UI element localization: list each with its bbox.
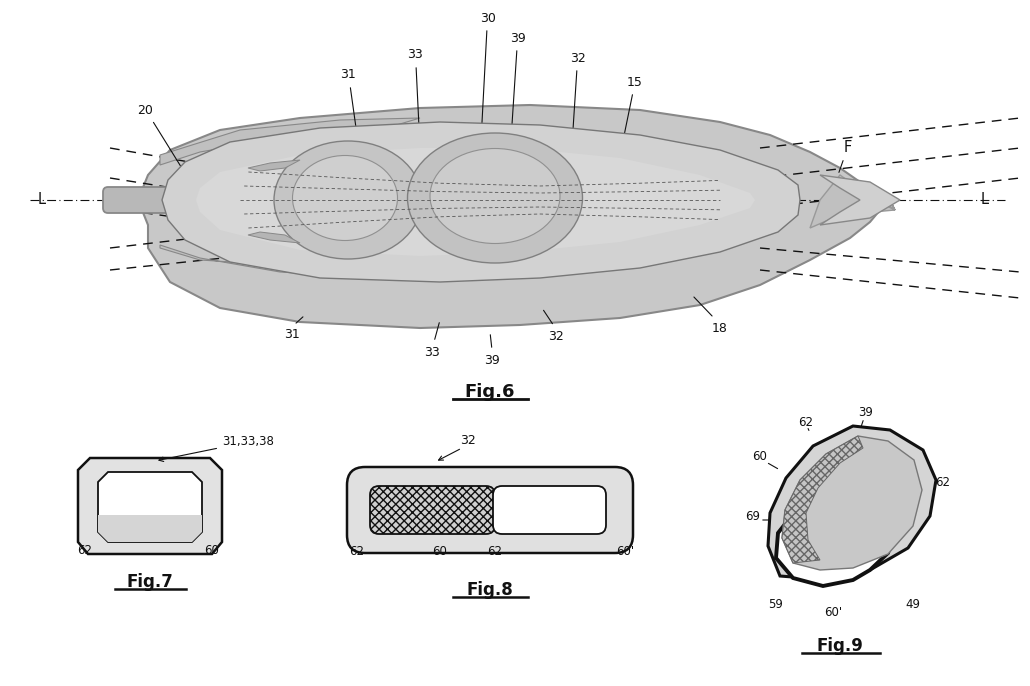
Text: 39: 39 <box>859 406 873 419</box>
Text: L: L <box>981 193 989 207</box>
Polygon shape <box>162 122 800 282</box>
Text: Fig.7: Fig.7 <box>127 573 173 591</box>
Text: 18: 18 <box>712 322 728 335</box>
Text: Fig.8: Fig.8 <box>467 581 513 599</box>
Text: 62: 62 <box>935 476 951 489</box>
Text: 62: 62 <box>487 545 503 558</box>
Text: 15: 15 <box>627 75 643 88</box>
Text: L: L <box>38 193 46 207</box>
Ellipse shape <box>293 156 398 241</box>
Text: 30: 30 <box>480 12 495 25</box>
Text: 60': 60' <box>824 606 843 619</box>
Text: 33: 33 <box>424 346 440 359</box>
Polygon shape <box>78 458 222 554</box>
Text: 39: 39 <box>510 32 526 45</box>
Text: 32: 32 <box>571 51 586 64</box>
Polygon shape <box>776 490 896 586</box>
Ellipse shape <box>408 133 583 263</box>
Text: F: F <box>844 141 852 156</box>
Polygon shape <box>160 245 420 278</box>
Text: 59: 59 <box>768 598 784 611</box>
Text: 60': 60' <box>616 545 634 558</box>
Polygon shape <box>810 175 895 228</box>
Text: 60: 60 <box>205 544 219 557</box>
Polygon shape <box>98 472 202 542</box>
Polygon shape <box>98 515 202 542</box>
Text: 60: 60 <box>753 450 767 463</box>
Text: 62: 62 <box>77 544 93 557</box>
FancyBboxPatch shape <box>103 187 193 213</box>
Text: 49: 49 <box>905 598 921 611</box>
Text: 39: 39 <box>484 353 500 366</box>
Polygon shape <box>196 148 755 256</box>
Text: 69: 69 <box>746 510 760 523</box>
Polygon shape <box>820 175 900 225</box>
Text: 31: 31 <box>284 329 300 342</box>
Text: Fig.9: Fig.9 <box>817 637 863 655</box>
Text: 62: 62 <box>798 416 814 429</box>
Text: 62: 62 <box>349 545 365 558</box>
Text: 20: 20 <box>137 104 152 117</box>
Polygon shape <box>782 436 863 563</box>
Polygon shape <box>248 232 300 243</box>
Text: 31: 31 <box>340 69 356 82</box>
Ellipse shape <box>430 148 560 244</box>
Text: Fig.6: Fig.6 <box>465 383 515 401</box>
Text: 60: 60 <box>433 545 447 558</box>
Text: 31,33,38: 31,33,38 <box>159 436 274 462</box>
Text: 33: 33 <box>407 49 423 62</box>
FancyBboxPatch shape <box>347 467 633 553</box>
Polygon shape <box>248 160 300 171</box>
Polygon shape <box>782 436 922 570</box>
Polygon shape <box>768 426 936 580</box>
FancyBboxPatch shape <box>493 486 606 534</box>
Ellipse shape <box>274 141 422 259</box>
Text: 32: 32 <box>460 434 476 447</box>
FancyBboxPatch shape <box>370 486 495 534</box>
Text: 32: 32 <box>548 329 563 342</box>
Polygon shape <box>160 118 420 165</box>
Polygon shape <box>138 105 880 328</box>
